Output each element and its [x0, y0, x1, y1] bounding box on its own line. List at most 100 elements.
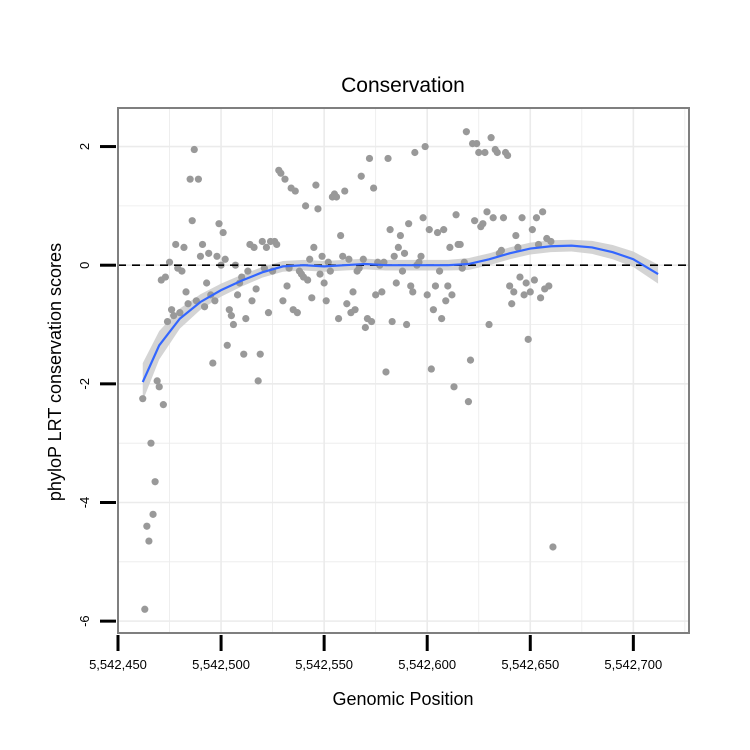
- data-point: [508, 300, 516, 308]
- data-point: [446, 243, 454, 252]
- data-point: [332, 193, 341, 201]
- data-point: [435, 267, 444, 275]
- data-point: [223, 341, 231, 349]
- data-point: [471, 217, 479, 225]
- data-point: [485, 320, 493, 329]
- y-tick-label: -2: [77, 378, 92, 390]
- data-point: [450, 383, 458, 391]
- data-point: [462, 128, 470, 136]
- data-point: [386, 226, 394, 234]
- data-point: [252, 285, 260, 293]
- data-point: [163, 317, 172, 326]
- data-point: [378, 288, 386, 296]
- data-point: [440, 226, 448, 234]
- data-point: [149, 510, 157, 518]
- data-point: [159, 401, 167, 409]
- data-point: [281, 175, 289, 183]
- data-point: [483, 208, 491, 216]
- scatter-points: [139, 128, 557, 613]
- data-point: [196, 252, 205, 260]
- data-point: [341, 187, 349, 195]
- data-point: [526, 288, 534, 296]
- data-point: [549, 543, 557, 551]
- data-point: [384, 154, 392, 163]
- data-point: [464, 398, 473, 406]
- data-point: [421, 142, 429, 151]
- data-point: [444, 282, 452, 290]
- data-point: [339, 252, 347, 260]
- data-point: [370, 184, 378, 192]
- data-point: [475, 148, 483, 157]
- data-point: [264, 309, 273, 317]
- data-point: [334, 314, 343, 323]
- data-point: [522, 279, 530, 287]
- data-point: [355, 264, 363, 272]
- data-point: [429, 306, 437, 314]
- data-point: [402, 320, 411, 329]
- y-tick-label: -6: [77, 615, 92, 627]
- data-point: [219, 228, 227, 237]
- data-point: [539, 208, 547, 216]
- data-point: [291, 187, 299, 195]
- data-point: [361, 323, 369, 332]
- data-point: [400, 249, 409, 257]
- data-point: [308, 294, 316, 302]
- data-point: [248, 297, 256, 305]
- data-point: [382, 368, 390, 376]
- data-point: [473, 139, 481, 148]
- data-point: [514, 243, 522, 252]
- data-point: [147, 439, 155, 447]
- data-point: [359, 255, 367, 263]
- y-tick-label: 0: [77, 262, 92, 269]
- data-point: [279, 297, 287, 305]
- data-point: [176, 309, 184, 317]
- data-point: [178, 267, 186, 275]
- data-point: [388, 317, 396, 326]
- data-point: [458, 264, 466, 272]
- y-tick-label: -4: [77, 497, 92, 509]
- x-axis-label: Genomic Position: [332, 689, 473, 709]
- data-point: [283, 282, 291, 290]
- data-point: [312, 181, 320, 189]
- data-point: [242, 314, 250, 323]
- data-point: [304, 276, 312, 284]
- data-point: [466, 356, 475, 364]
- data-point: [431, 282, 440, 290]
- data-point: [139, 395, 147, 403]
- data-point: [499, 214, 508, 222]
- data-point: [506, 282, 514, 290]
- panel-border: [117, 107, 690, 634]
- data-point: [258, 237, 266, 246]
- data-point: [545, 282, 553, 290]
- y-axis-label: phyloP LRT conservation scores: [45, 243, 65, 501]
- data-point: [516, 273, 524, 281]
- y-axis: -6 -4 -2 0 2: [77, 143, 116, 627]
- data-point: [372, 291, 380, 299]
- data-point: [194, 175, 202, 183]
- data-point: [186, 175, 194, 183]
- data-point: [452, 211, 460, 219]
- data-point: [211, 297, 219, 305]
- x-tick-label: 5,542,600: [398, 657, 456, 672]
- x-tick-label: 5,542,550: [295, 657, 353, 672]
- data-point: [205, 249, 213, 257]
- data-point: [536, 294, 545, 302]
- data-point: [244, 267, 252, 275]
- confidence-ribbon-layer: [142, 239, 659, 402]
- data-point: [365, 154, 374, 163]
- data-point: [497, 246, 506, 254]
- data-point: [419, 214, 427, 222]
- data-point: [221, 255, 229, 263]
- data-point: [407, 282, 415, 290]
- data-point: [229, 320, 238, 329]
- smooth-line-layer: [141, 244, 659, 383]
- data-point: [351, 306, 359, 314]
- smooth-line: [141, 244, 659, 383]
- data-point: [145, 537, 153, 545]
- data-point: [190, 145, 198, 154]
- data-point: [392, 279, 400, 287]
- data-point: [528, 226, 536, 234]
- data-point: [306, 255, 314, 263]
